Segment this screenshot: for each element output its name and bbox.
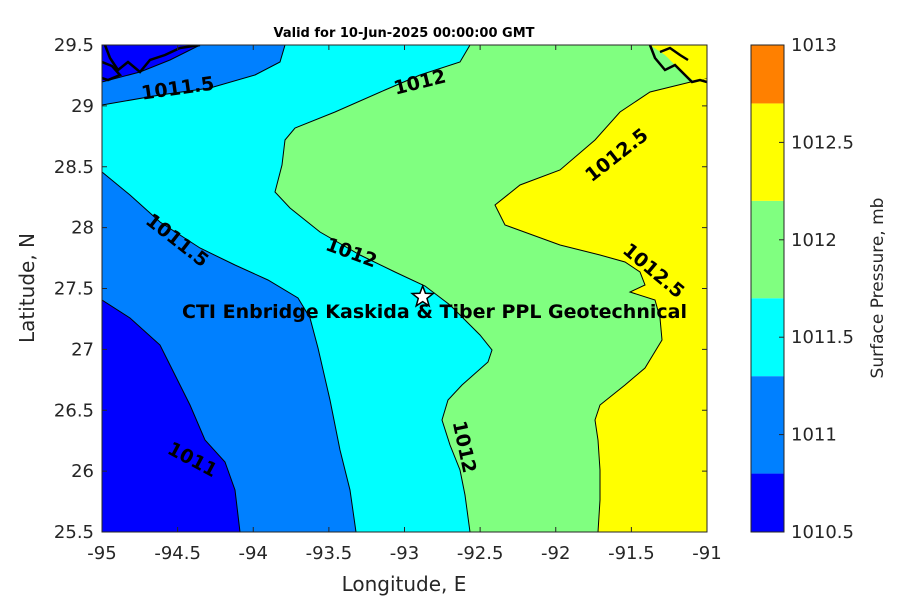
x-tick-label: -95	[87, 543, 116, 564]
x-tick-label: -94.5	[154, 543, 201, 564]
level-band-1010-5-north	[102, 45, 201, 83]
x-tick-label: -93.5	[306, 543, 353, 564]
colorbar-swatch	[751, 45, 784, 104]
colorbar-tick-label: 1011.5	[791, 327, 854, 348]
colorbar-tick-label: 1012	[791, 230, 837, 251]
colorbar-label: Surface Pressure, mb	[868, 198, 888, 379]
plot-area	[102, 45, 707, 532]
x-tick-label: -92.5	[457, 543, 504, 564]
y-tick-label: 29	[71, 96, 94, 117]
colorbar-swatch	[751, 376, 784, 474]
x-tick-label: -93	[390, 543, 419, 564]
colorbar: 1010.5 1011 1011.5 1012 1012.5 1013	[750, 35, 854, 543]
colorbar-tick-label: 1011	[791, 425, 837, 446]
y-tick-label: 28	[71, 218, 94, 239]
x-tick-label: -92	[541, 543, 570, 564]
colorbar-tick-label: 1010.5	[791, 522, 854, 543]
site-marker-group: CTI Enbridge Kaskida & Tiber PPL Geotech…	[182, 283, 687, 323]
colorbar-swatch	[751, 103, 784, 201]
site-label: CTI Enbridge Kaskida & Tiber PPL Geotech…	[182, 301, 687, 323]
x-tick-label: -91	[692, 543, 721, 564]
colorbar-frame	[750, 44, 785, 533]
colorbar-swatch	[751, 200, 784, 299]
colorbar-swatch	[751, 298, 784, 377]
site-star-marker	[410, 283, 436, 308]
x-axis-label: Longitude, E	[342, 572, 467, 596]
colorbar-swatch	[751, 473, 784, 532]
x-tick-label: -94	[239, 543, 268, 564]
y-tick-label: 27	[71, 339, 94, 360]
y-tick-label: 27.5	[54, 279, 94, 300]
y-tick-label: 28.5	[54, 157, 94, 178]
y-axis-ticks: 25.5 26 26.5 27 27.5 28 28.5 29 29.5	[54, 35, 707, 543]
level-band-1010-5	[102, 299, 241, 532]
y-tick-label: 26.5	[54, 400, 94, 421]
coastline	[102, 45, 707, 84]
colorbar-tick-label: 1013	[791, 35, 837, 56]
colorbar-tick-label: 1012.5	[791, 132, 854, 153]
level-band-1012-5-north-east	[650, 45, 707, 82]
y-tick-label: 29.5	[54, 35, 94, 56]
y-tick-label: 26	[71, 461, 94, 482]
x-tick-label: -91.5	[608, 543, 655, 564]
x-axis-ticks: -95 -94.5 -94 -93.5 -93 -92.5 -92 -91.5 -91	[87, 45, 722, 564]
chart-title: Valid for 10-Jun-2025 00:00:00 GMT	[274, 26, 535, 41]
y-tick-label: 25.5	[54, 522, 94, 543]
y-axis-label: Latitude, N	[15, 233, 39, 343]
